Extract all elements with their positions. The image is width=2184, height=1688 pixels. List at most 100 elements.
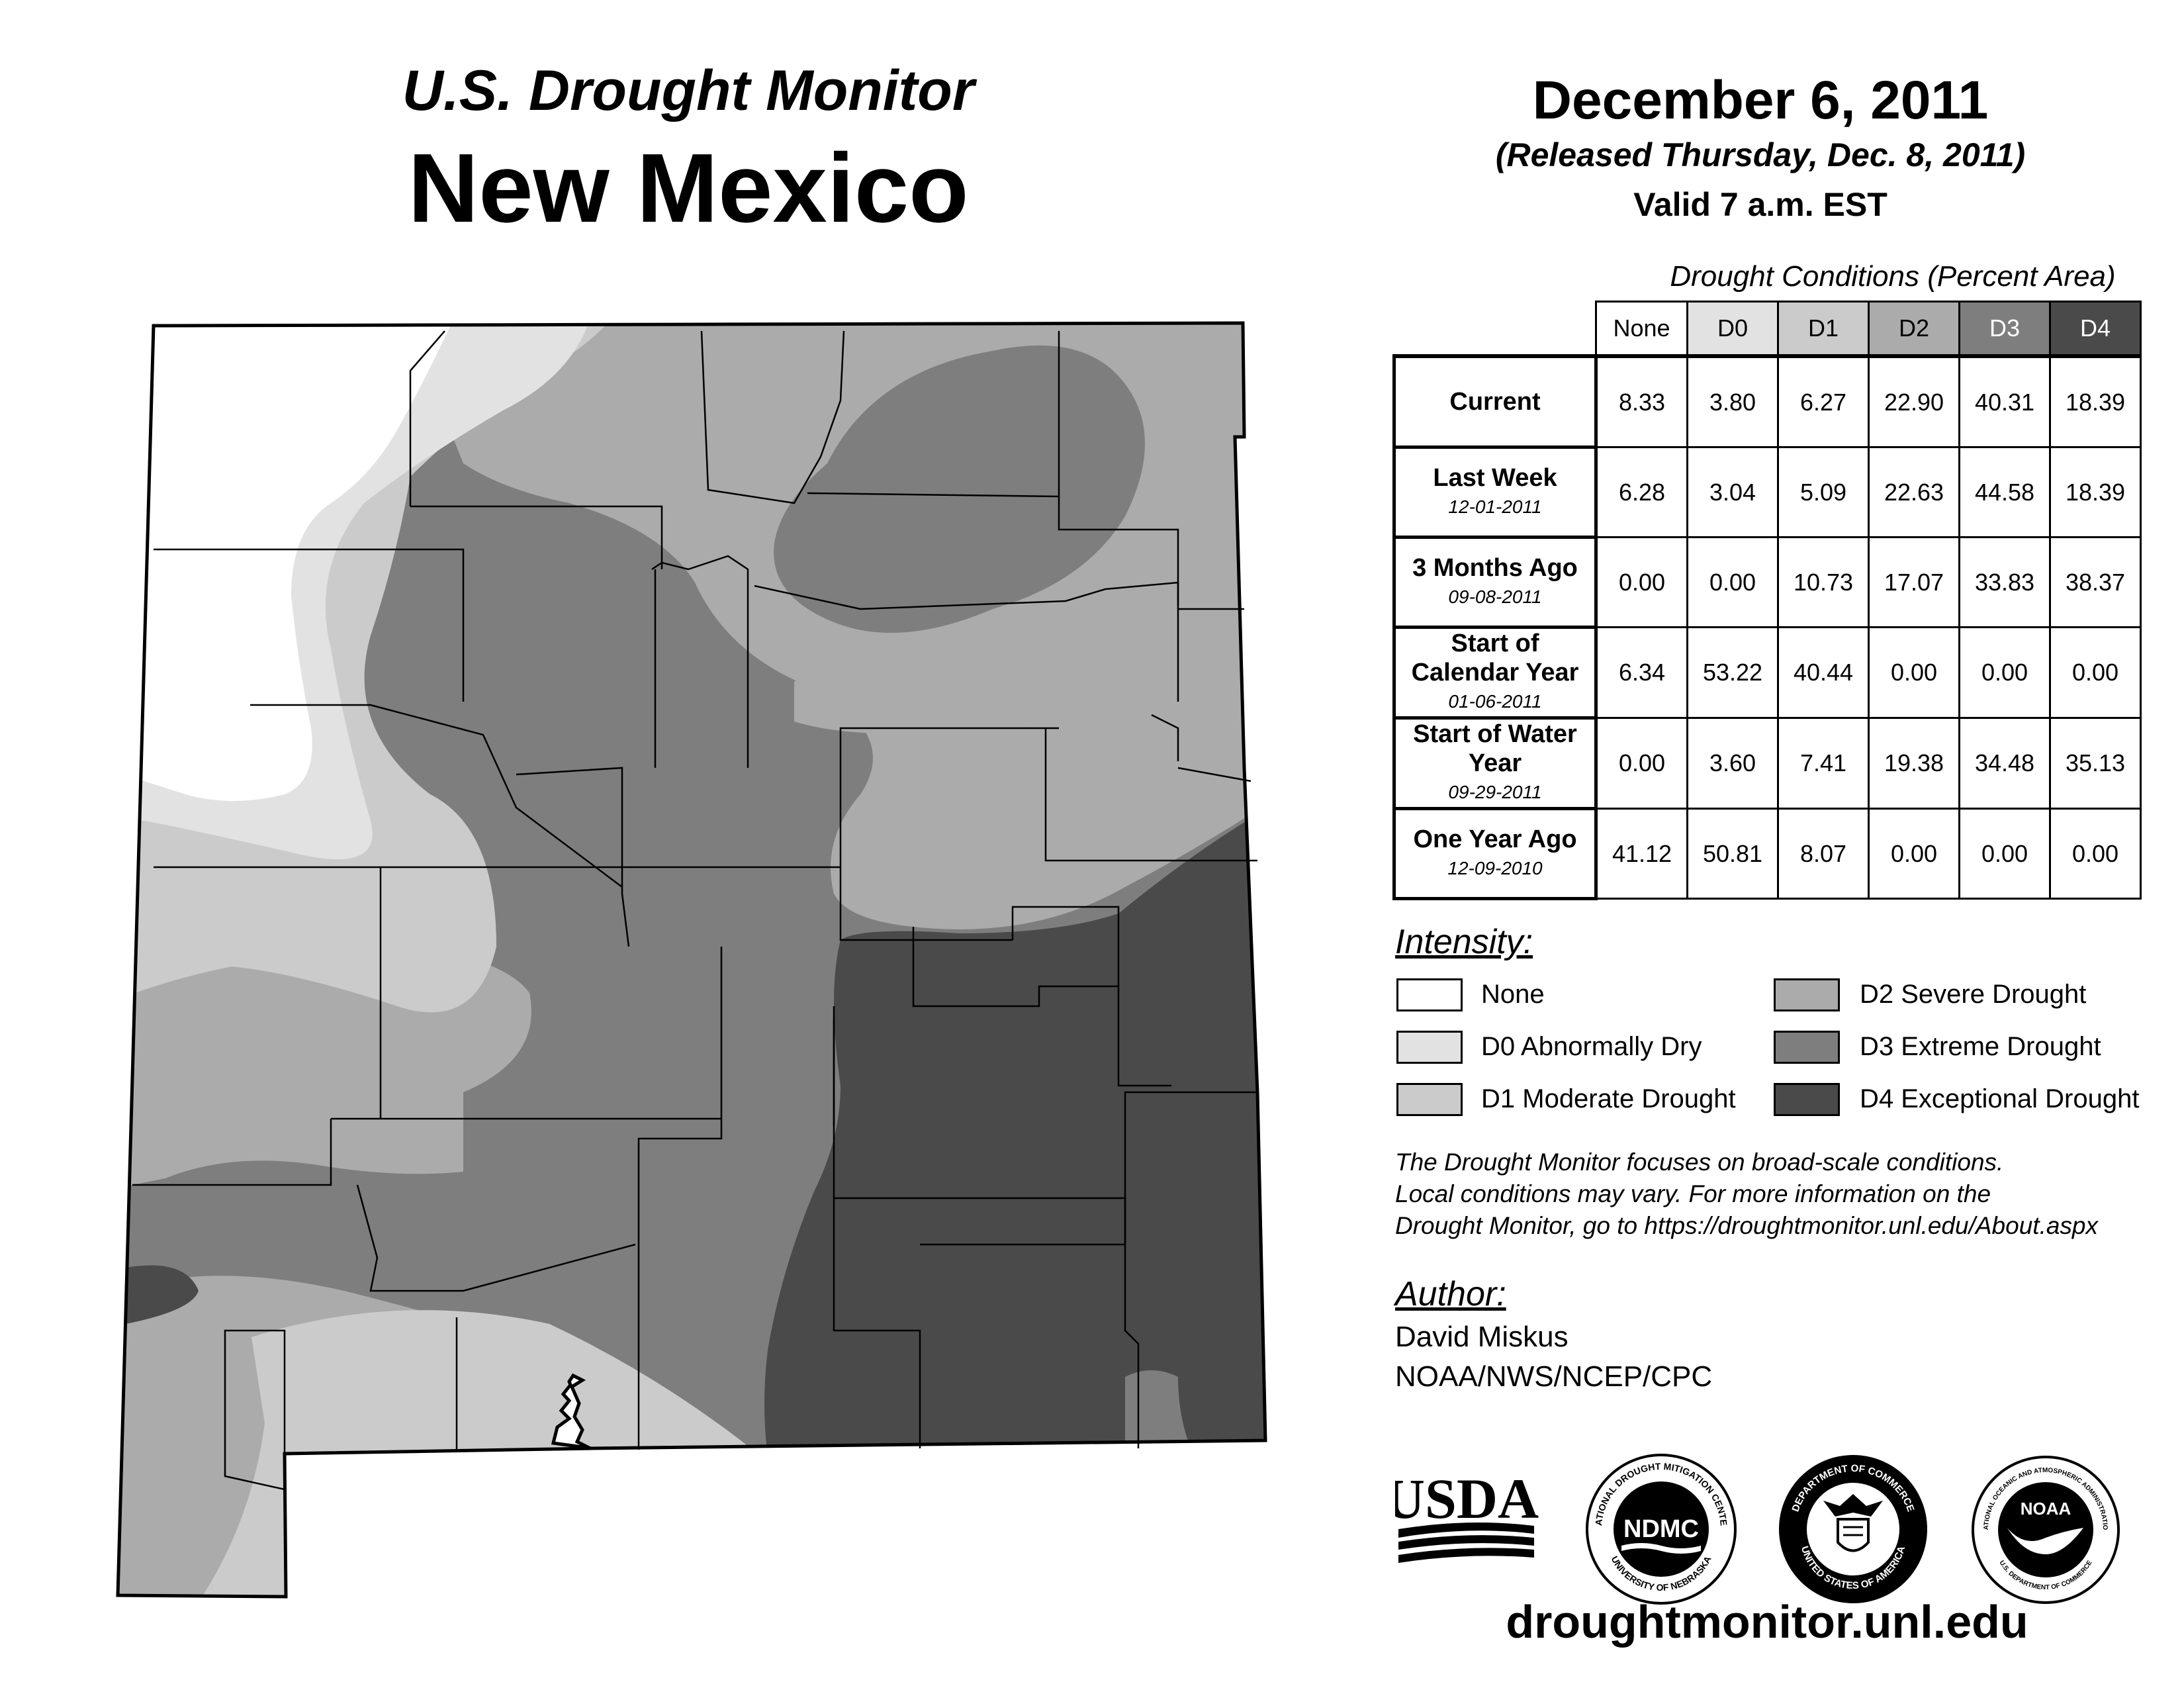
usda-logo-stripe [1398, 1535, 1534, 1550]
row-label: Current [1392, 354, 1598, 449]
table-cell: 8.33 [1595, 354, 1688, 448]
map-date: December 6, 2011 [1532, 70, 1989, 130]
legend-label: D4 Exceptional Drought [1860, 1084, 2140, 1113]
state-outline [116, 321, 1267, 1599]
ndmc-wave [1621, 1543, 1701, 1554]
table-cell: 5.09 [1777, 446, 1870, 538]
table-cell: 6.34 [1595, 626, 1688, 719]
d4-exceptional-area [764, 814, 1265, 1456]
table-cell: 0.00 [2049, 808, 2142, 900]
table-cell: 0.00 [1868, 808, 1960, 900]
table-row: One Year Ago 12-09-2010 41.12 50.81 8.07 … [1392, 807, 2142, 900]
ndmc-logo-text: NDMC [1623, 1515, 1699, 1543]
table-row: 3 Months Ago 09-08-2011 0.00 0.00 10.73 1… [1392, 536, 2142, 629]
row-label: Start of Water Year 09-29-2011 [1392, 716, 1598, 810]
legend-swatch [1396, 1083, 1463, 1116]
row-label: Start of Calendar Year 01-06-2011 [1392, 626, 1598, 720]
drought-conditions-table: None D0 D1 D2 D3 D4 Current 8.33 3.80 6.… [1392, 301, 2142, 900]
release-date: (Released Thursday, Dec. 8, 2011) [1495, 136, 2026, 173]
table-corner [1394, 302, 1596, 357]
state-title: New Mexico [408, 134, 969, 243]
d3-southeast-notch [1125, 1370, 1191, 1450]
new-mexico-drought-map [116, 321, 1267, 1599]
table-cell: 0.00 [1686, 536, 1779, 628]
valid-time: Valid 7 a.m. EST [1633, 186, 1888, 223]
noaa-logo-text: NOAA [2021, 1499, 2071, 1519]
legend-title: Intensity: [1395, 923, 1533, 961]
table-cell: 53.22 [1686, 626, 1779, 719]
col-d0: D0 [1686, 301, 1779, 357]
row-date: 09-29-2011 [1448, 782, 1542, 802]
legend-swatch [1774, 1031, 1840, 1064]
table-row: Start of Water Year 09-29-2011 0.00 3.60 … [1392, 716, 2142, 810]
col-d1: D1 [1777, 301, 1870, 357]
legend-label: None [1481, 980, 1545, 1009]
table-cell: 0.00 [1958, 808, 2051, 900]
row-title: One Year Ago [1413, 825, 1577, 853]
table-cell: 3.80 [1686, 354, 1779, 448]
noaa-bird-icon [2007, 1528, 2083, 1554]
table-header-row: None D0 D1 D2 D3 D4 [1394, 301, 2142, 357]
row-title: Last Week [1433, 463, 1557, 492]
usda-logo-text: USDA [1395, 1467, 1539, 1530]
author-organization: NOAA/NWS/NCEP/CPC [1395, 1360, 1713, 1393]
row-date: 12-09-2010 [1447, 857, 1543, 878]
row-date: 12-01-2011 [1448, 496, 1542, 517]
table-row: Last Week 12-01-2011 6.28 3.04 5.09 22.63… [1392, 445, 2142, 539]
row-title: Start of Calendar Year [1411, 630, 1579, 686]
author-name: David Miskus [1395, 1321, 1569, 1353]
table-cell: 7.41 [1777, 717, 1870, 810]
map-subtitle: U.S. Drought Monitor [402, 59, 975, 122]
legend-label: D0 Abnormally Dry [1481, 1032, 1702, 1061]
row-label: 3 Months Ago 09-08-2011 [1392, 536, 1598, 629]
department-of-commerce-seal: DEPARTMENT OF COMMERCE UNITED STATES OF … [1779, 1455, 1927, 1603]
usda-logo-stripe [1398, 1548, 1534, 1563]
table-cell: 3.60 [1686, 717, 1779, 810]
noaa-inner-disc [1998, 1482, 2093, 1577]
legend-label: D1 Moderate Drought [1481, 1084, 1736, 1113]
legend-swatch [1396, 1031, 1463, 1064]
table-cell: 33.83 [1958, 536, 2051, 628]
legend-label: D2 Severe Drought [1860, 980, 2087, 1009]
table-caption: Drought Conditions (Percent Area) [1670, 260, 2116, 293]
legend-label: D3 Extreme Drought [1860, 1032, 2101, 1061]
row-label: One Year Ago 12-09-2010 [1392, 807, 1598, 900]
table-cell: 18.39 [2049, 354, 2142, 448]
ndmc-logo: NATIONAL DROUGHT MITIGATION CENTER UNIVE… [1585, 1453, 1737, 1605]
row-title: 3 Months Ago [1412, 553, 1578, 582]
col-d2: D2 [1868, 301, 1960, 357]
row-title: Current [1449, 388, 1541, 416]
usda-logo-stripe [1398, 1523, 1534, 1538]
col-none: None [1595, 301, 1688, 357]
website-url[interactable]: droughtmonitor.unl.edu [1506, 1596, 2028, 1648]
row-label: Last Week 12-01-2011 [1392, 445, 1598, 539]
table-cell: 19.38 [1868, 717, 1960, 810]
eagle-icon [1823, 1494, 1883, 1517]
table-cell: 6.28 [1595, 446, 1688, 538]
table-cell: 10.73 [1777, 536, 1870, 628]
table-row: Current 8.33 3.80 6.27 22.90 40.31 18.39 [1392, 354, 2142, 449]
disclaimer-note: The Drought Monitor focuses on broad-sca… [1395, 1147, 2176, 1242]
table-cell: 44.58 [1958, 446, 2051, 538]
table-cell: 6.27 [1777, 354, 1870, 448]
table-cell: 0.00 [1595, 717, 1688, 810]
table-cell: 40.44 [1777, 626, 1870, 719]
row-date: 09-08-2011 [1448, 586, 1542, 607]
legend-swatch [1396, 978, 1463, 1011]
table-cell: 40.31 [1958, 354, 2051, 448]
table-cell: 3.04 [1686, 446, 1779, 538]
ship-icon [1843, 1526, 1863, 1536]
table-row: Start of Calendar Year 01-06-2011 6.34 53… [1392, 626, 2142, 720]
noaa-logo: NATIONAL OCEANIC AND ATMOSPHERIC ADMINIS… [1971, 1455, 2120, 1604]
d3-northeast-area [774, 345, 1145, 633]
table-cell: 8.07 [1777, 808, 1870, 900]
table-cell: 34.48 [1958, 717, 2051, 810]
col-d3: D3 [1958, 301, 2051, 357]
table-cell: 17.07 [1868, 536, 1960, 628]
author-heading: Author: [1395, 1275, 1506, 1313]
table-cell: 35.13 [2049, 717, 2142, 810]
table-cell: 22.90 [1868, 354, 1960, 448]
usda-logo: USDA [1395, 1467, 1539, 1563]
table-cell: 38.37 [2049, 536, 2142, 628]
table-cell: 22.63 [1868, 446, 1960, 538]
